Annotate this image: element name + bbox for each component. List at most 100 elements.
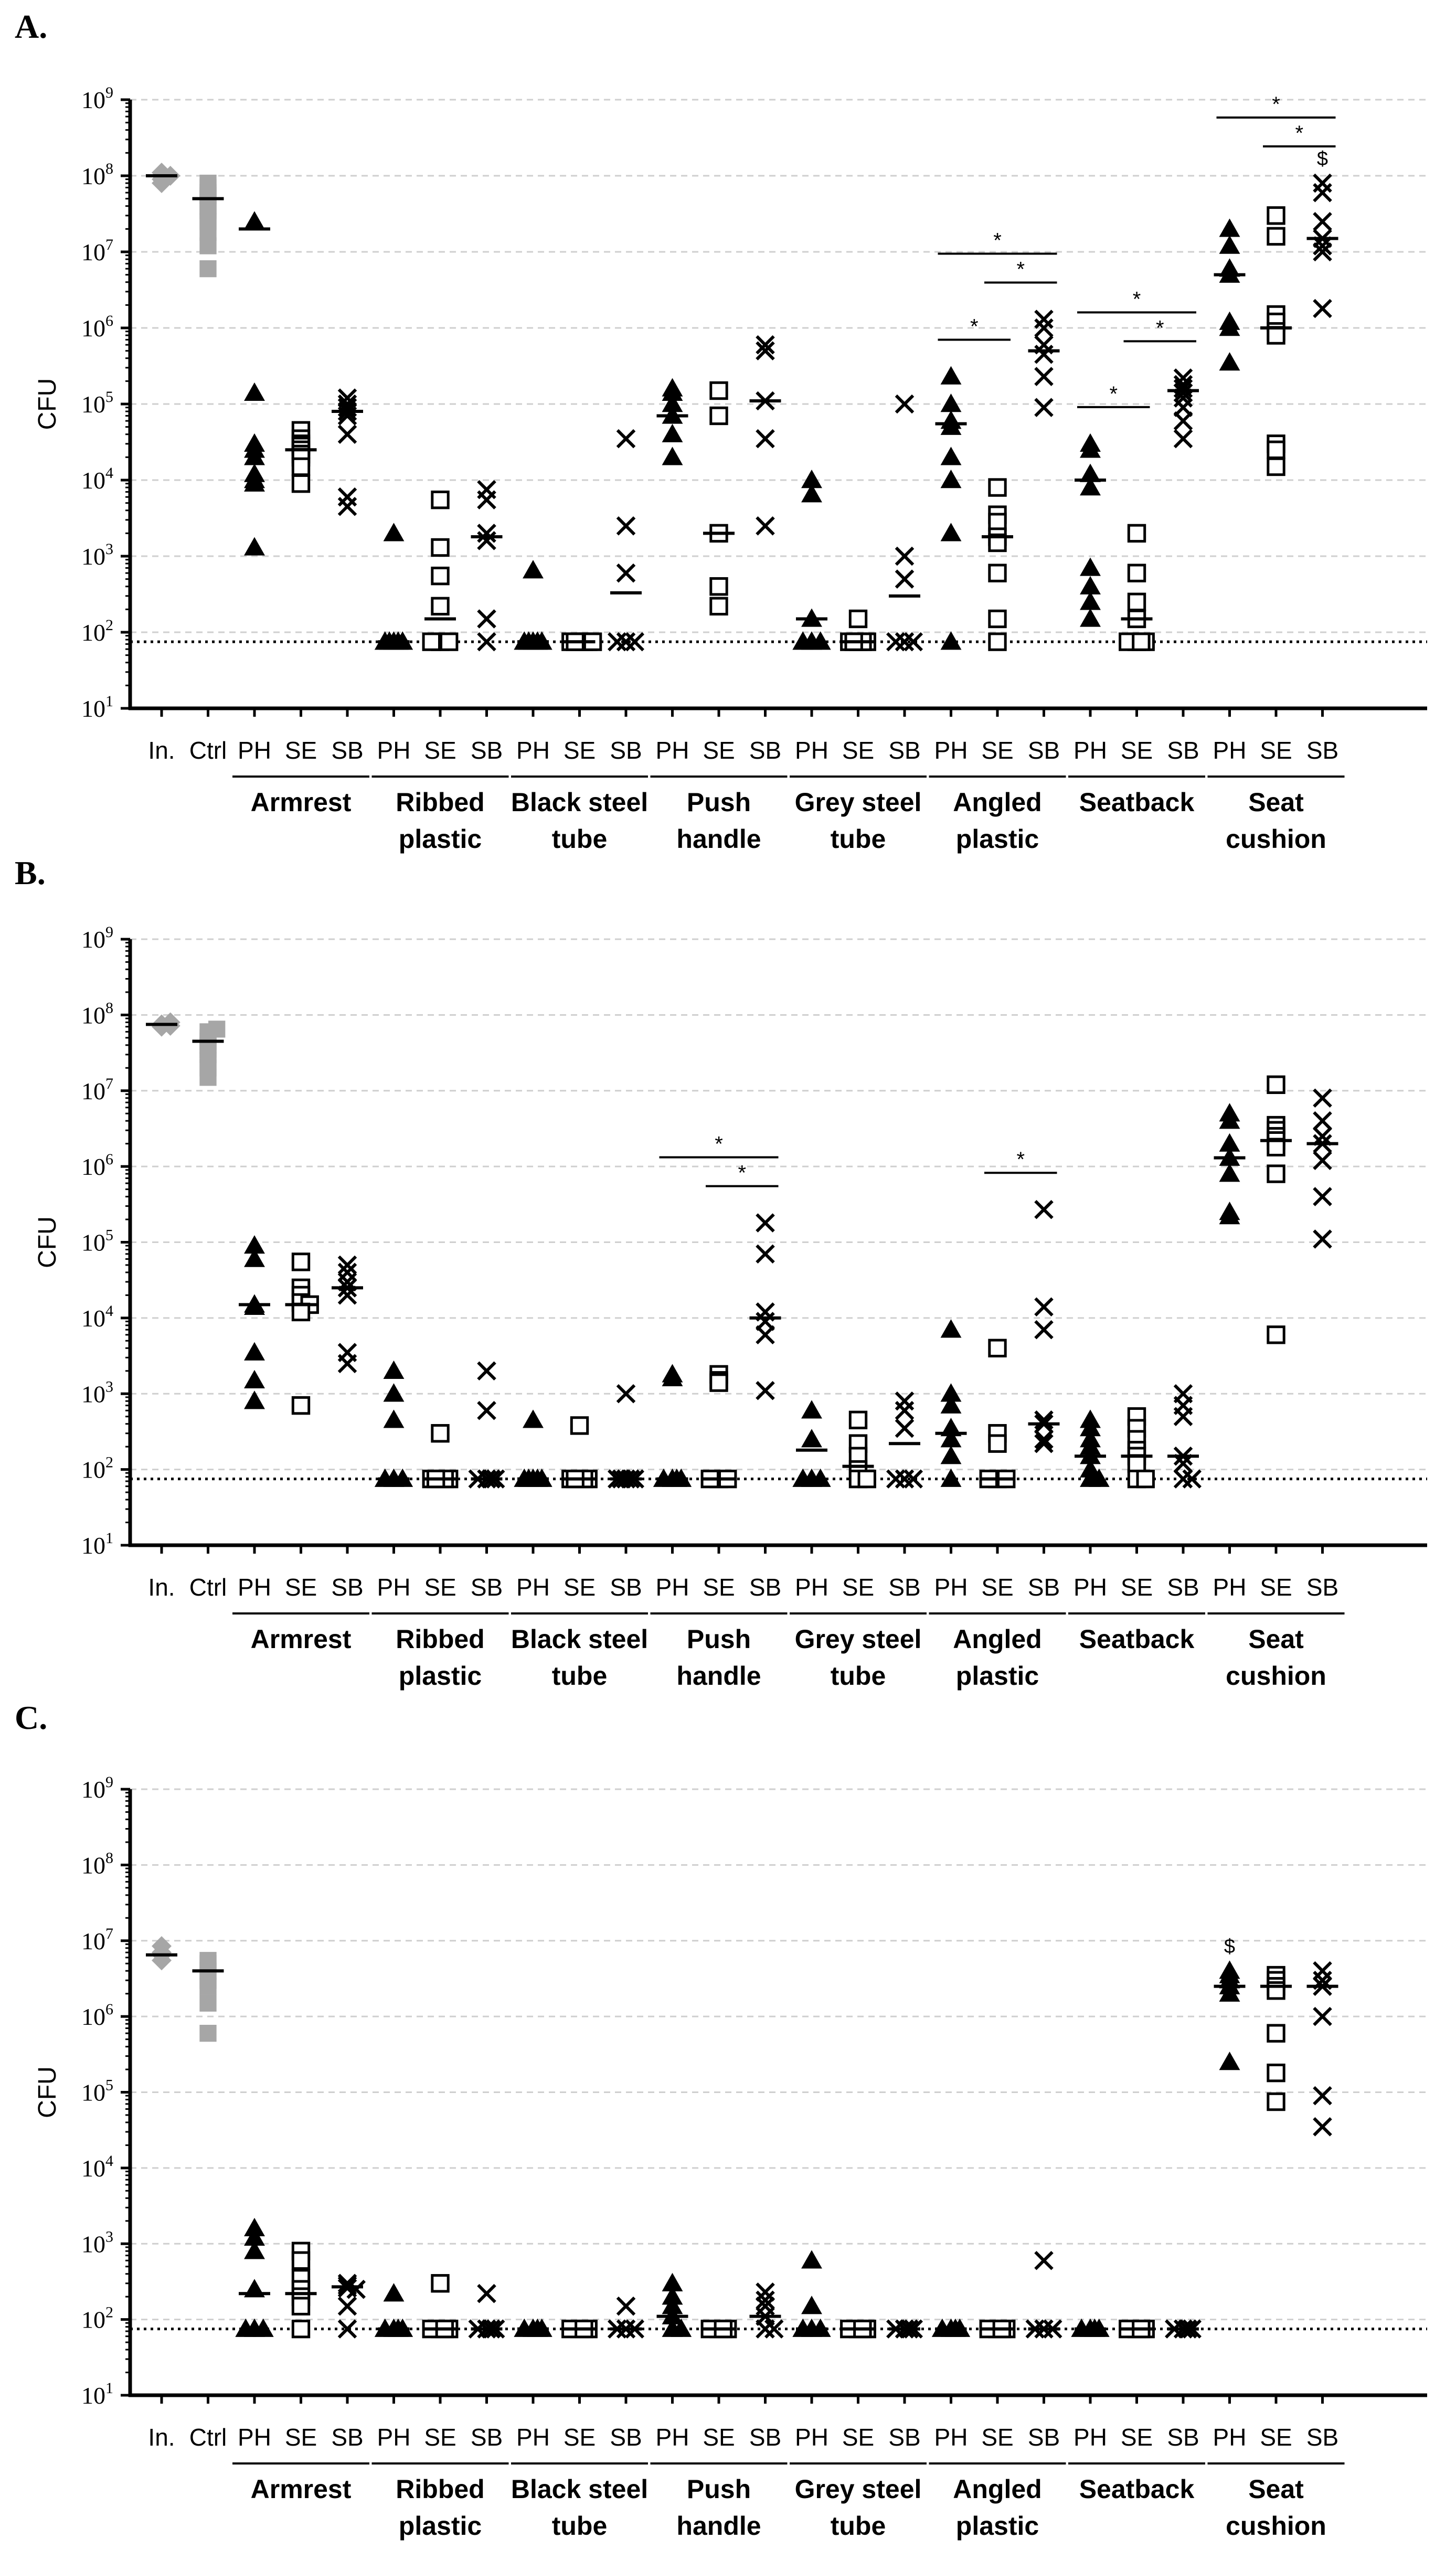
- x-tick-label: SE: [1121, 2424, 1153, 2451]
- data-point: [244, 211, 265, 230]
- data-point: [337, 487, 357, 507]
- data-point: [662, 382, 683, 401]
- data-point: [1219, 1133, 1240, 1152]
- x-tick-label: SE: [564, 737, 596, 764]
- x-tick-label: SB: [1028, 2424, 1060, 2451]
- y-tick-label: 103: [81, 540, 113, 570]
- data-point: [199, 260, 217, 278]
- significance-star: *: [1016, 258, 1025, 281]
- data-point: [848, 1410, 868, 1430]
- data-point: [1173, 383, 1193, 403]
- data-point: [477, 1401, 496, 1420]
- data-point: [244, 2217, 265, 2236]
- data-point: [1219, 1163, 1240, 1182]
- x-tick-label: SB: [471, 1574, 503, 1601]
- data-point: [1034, 310, 1054, 329]
- data-point: [244, 1235, 265, 1254]
- group-label: handle: [676, 1661, 761, 1691]
- data-point: [756, 2290, 775, 2310]
- dollar-mark: $: [1317, 148, 1328, 170]
- y-axis-label: CFU: [34, 1216, 61, 1268]
- data-point: [662, 2272, 683, 2291]
- data-point: [208, 1021, 226, 1038]
- data-point: [940, 1418, 962, 1437]
- data-point: [244, 537, 265, 556]
- data-point: [801, 1429, 822, 1448]
- data-point: [1034, 2251, 1054, 2270]
- data-point: [756, 1381, 775, 1400]
- data-point: [244, 2227, 265, 2246]
- x-tick-label: SB: [888, 2424, 920, 2451]
- group-label: handle: [676, 824, 761, 854]
- y-axis-label: CFU: [34, 2066, 61, 2118]
- data-point: [608, 632, 627, 652]
- data-point: [422, 632, 441, 651]
- data-point: [1080, 608, 1101, 627]
- group-label: Ribbed: [396, 1624, 484, 1654]
- data-point: [895, 546, 915, 566]
- y-tick-label: 103: [81, 1378, 113, 1407]
- data-point: [756, 335, 775, 355]
- y-tick-label: 101: [81, 1529, 113, 1559]
- group-label: Angled: [953, 788, 1041, 817]
- data-point: [1219, 235, 1240, 254]
- data-point: [1173, 1453, 1193, 1473]
- data-point: [756, 516, 775, 536]
- x-tick-label: SB: [331, 1574, 363, 1601]
- data-point: [1034, 318, 1054, 338]
- x-tick-label: PH: [795, 737, 828, 764]
- data-point: [940, 447, 962, 465]
- data-point: [616, 563, 636, 583]
- data-point: [671, 2318, 692, 2337]
- data-point: [857, 1469, 876, 1489]
- data-point: [1080, 1436, 1101, 1455]
- y-tick-label: 108: [81, 160, 113, 189]
- group-label: Push: [687, 788, 751, 817]
- y-tick-label: 106: [81, 1151, 113, 1180]
- data-point: [940, 366, 962, 385]
- data-point: [756, 2319, 775, 2339]
- data-point: [1267, 206, 1285, 225]
- data-point: [940, 1468, 962, 1487]
- x-tick-label: SB: [471, 2424, 503, 2451]
- x-tick-label: PH: [377, 2424, 411, 2451]
- x-tick-label: SB: [888, 737, 920, 764]
- x-tick-label: SE: [703, 737, 735, 764]
- data-point: [1173, 411, 1193, 431]
- data-point: [252, 2318, 274, 2337]
- x-tick-label: SE: [981, 2424, 1013, 2451]
- group-label: Seat: [1248, 788, 1304, 817]
- x-tick-label: SB: [749, 2424, 781, 2451]
- x-tick-label: SB: [1306, 737, 1338, 764]
- data-point: [199, 187, 217, 204]
- data-point: [940, 416, 962, 435]
- data-point: [756, 2282, 775, 2302]
- y-tick-label: 109: [81, 84, 113, 113]
- data-point: [895, 1469, 915, 1489]
- data-point: [1219, 218, 1240, 237]
- data-point: [662, 423, 683, 442]
- y-tick-label: 103: [81, 2228, 113, 2257]
- y-tick-label: 107: [81, 1075, 113, 1104]
- data-point: [337, 1255, 357, 1275]
- group-label: tube: [831, 824, 886, 854]
- x-tick-label: PH: [934, 737, 968, 764]
- x-tick-label: Ctrl: [189, 2424, 227, 2451]
- data-point: [662, 394, 683, 412]
- data-point: [523, 1409, 544, 1428]
- data-point: [709, 406, 728, 426]
- group-label: plastic: [399, 824, 482, 854]
- data-point: [940, 1429, 962, 1448]
- data-point: [431, 2274, 450, 2293]
- y-tick-label: 102: [81, 1454, 113, 1483]
- data-point: [1313, 242, 1332, 262]
- x-tick-label: SB: [610, 1574, 642, 1601]
- data-point: [1267, 2092, 1285, 2111]
- x-tick-label: PH: [934, 1574, 968, 1601]
- x-tick-label: PH: [1074, 2424, 1107, 2451]
- significance-star: *: [1156, 316, 1164, 339]
- group-label: Black steel: [511, 2474, 648, 2504]
- data-point: [1219, 317, 1240, 336]
- significance-star: *: [993, 229, 1002, 252]
- data-point: [709, 1373, 728, 1392]
